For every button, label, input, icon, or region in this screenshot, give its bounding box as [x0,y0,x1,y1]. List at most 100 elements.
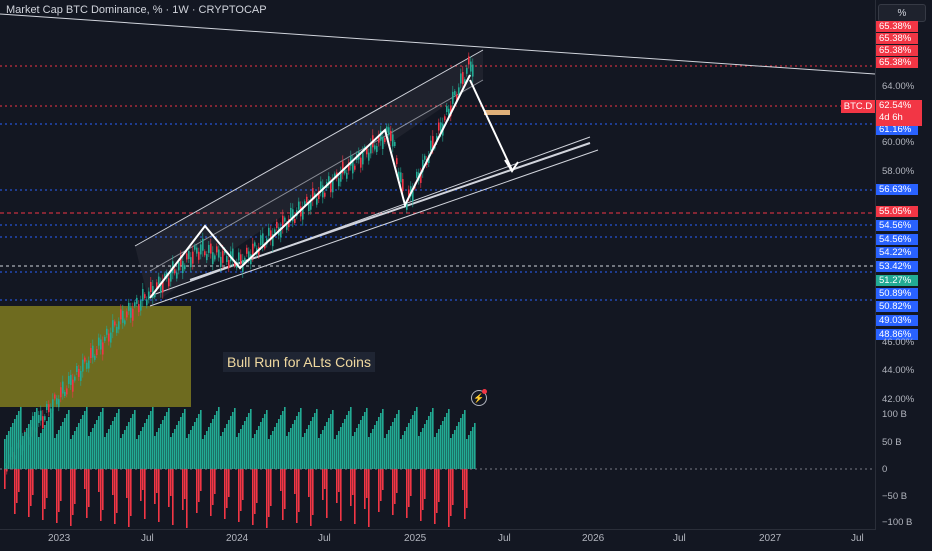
volume-bar-down [72,469,74,515]
volume-bar-up [242,425,244,469]
volume-bar-up [372,429,374,469]
volume-bar-down [240,469,242,511]
volume-bar-up [72,435,74,469]
price-level-tag: 48.86% [876,329,918,340]
volume-bar-up [94,424,96,469]
volume-bar-down [340,469,342,521]
volume-bar-up [116,413,118,469]
volume-bar-up [110,425,112,469]
bar-countdown: 4d 6h [879,112,903,123]
volume-bar-up [312,417,314,469]
volume-bar-up [46,421,48,469]
zigzag-path [149,74,471,299]
volume-bar-up [266,410,268,469]
volume-bar-down [452,469,454,505]
volume-bar-up [354,432,356,469]
volume-bar-up [336,435,338,469]
volume-bar-down [28,469,30,517]
flash-icon[interactable]: ⚡ [471,390,487,406]
volume-bar-up [248,413,250,469]
volume-bar-up [360,420,362,469]
volume-tick-label: −100 B [882,517,913,528]
volume-bar-up [430,412,432,469]
volume-bar-down [254,469,256,514]
volume-bar-down [224,469,226,519]
price-tick-label: 64.00% [882,81,915,92]
volume-bar-up [58,430,60,469]
volume-bar-up [164,416,166,469]
volume-bar-up [418,436,420,469]
volume-tick-label: −50 B [882,491,908,502]
time-axis[interactable] [0,529,875,551]
volume-bar-up [406,427,408,469]
volume-bar-up [386,434,388,469]
volume-bar-up [284,407,286,469]
channel-fill [135,50,483,306]
volume-bar-up [224,428,226,469]
volume-bar-up [24,432,26,469]
volume-bar-up [368,437,370,469]
volume-bar-up [182,413,184,469]
volume-bar-up [472,427,474,469]
volume-bar-up [208,427,210,469]
time-axis-label: Jul [673,533,686,544]
volume-bar-down [352,469,354,495]
volume-bar-up [352,436,354,469]
volume-bar-down [380,469,382,501]
volume-bar-up [332,410,334,469]
price-level-tag: 56.63% [876,184,918,195]
volume-bar-up [334,439,336,469]
volume-bar-down [424,469,426,499]
volume-bar-up [272,431,274,469]
volume-bar-up [126,426,128,469]
volume-bar-down [210,469,212,516]
volume-bar-up [376,421,378,469]
percent-scale-button[interactable]: % [878,4,926,22]
volume-bar-up [56,434,58,469]
volume-bar-up [310,421,312,469]
volume-bar-up [150,411,152,469]
volume-bar-up [12,423,14,469]
volume-bar-up [202,439,204,469]
volume-bar-up [120,438,122,469]
volume-bar-up [4,439,6,469]
volume-bar-down [32,469,34,495]
volume-bar-up [42,429,44,469]
volume-bar-up [358,424,360,469]
volume-bar-up [142,427,144,469]
volume-bar-down [406,469,408,518]
volume-bar-up [124,430,126,469]
volume-bar-down [18,469,20,492]
volume-bar-up [74,431,76,469]
volume-bar-up [38,437,40,469]
annotation-label[interactable]: Bull Run for ALts Coins [223,352,375,372]
volume-bar-up [184,409,186,469]
symbol-badge: BTC.D [841,100,875,113]
volume-bar-down [368,469,370,527]
volume-bar-up [130,418,132,469]
volume-bar-down [310,469,312,526]
volume-bar-up [294,420,296,469]
volume-bar-up [380,413,382,469]
volume-bar-up [364,412,366,469]
price-level-tag: 51.27% [876,275,918,286]
volume-bar-up [222,432,224,469]
time-axis-label: 2023 [48,533,71,544]
volume-bar-up [470,431,472,469]
volume-bar-down [140,469,142,501]
volume-bar-down [88,469,90,507]
time-axis-label: Jul [141,533,154,544]
volume-bar-up [426,420,428,469]
volume-bar-down [200,469,202,491]
volume-bar-down [298,469,300,512]
volume-bar-up [436,433,438,469]
volume-bar-down [42,469,44,520]
volume-bar-down [226,469,228,508]
price-level-tag: 65.38% [876,45,918,56]
volume-bar-up [228,420,230,469]
volume-bar-up [238,433,240,469]
target-marker [484,110,510,115]
volume-bar-up [326,422,328,469]
